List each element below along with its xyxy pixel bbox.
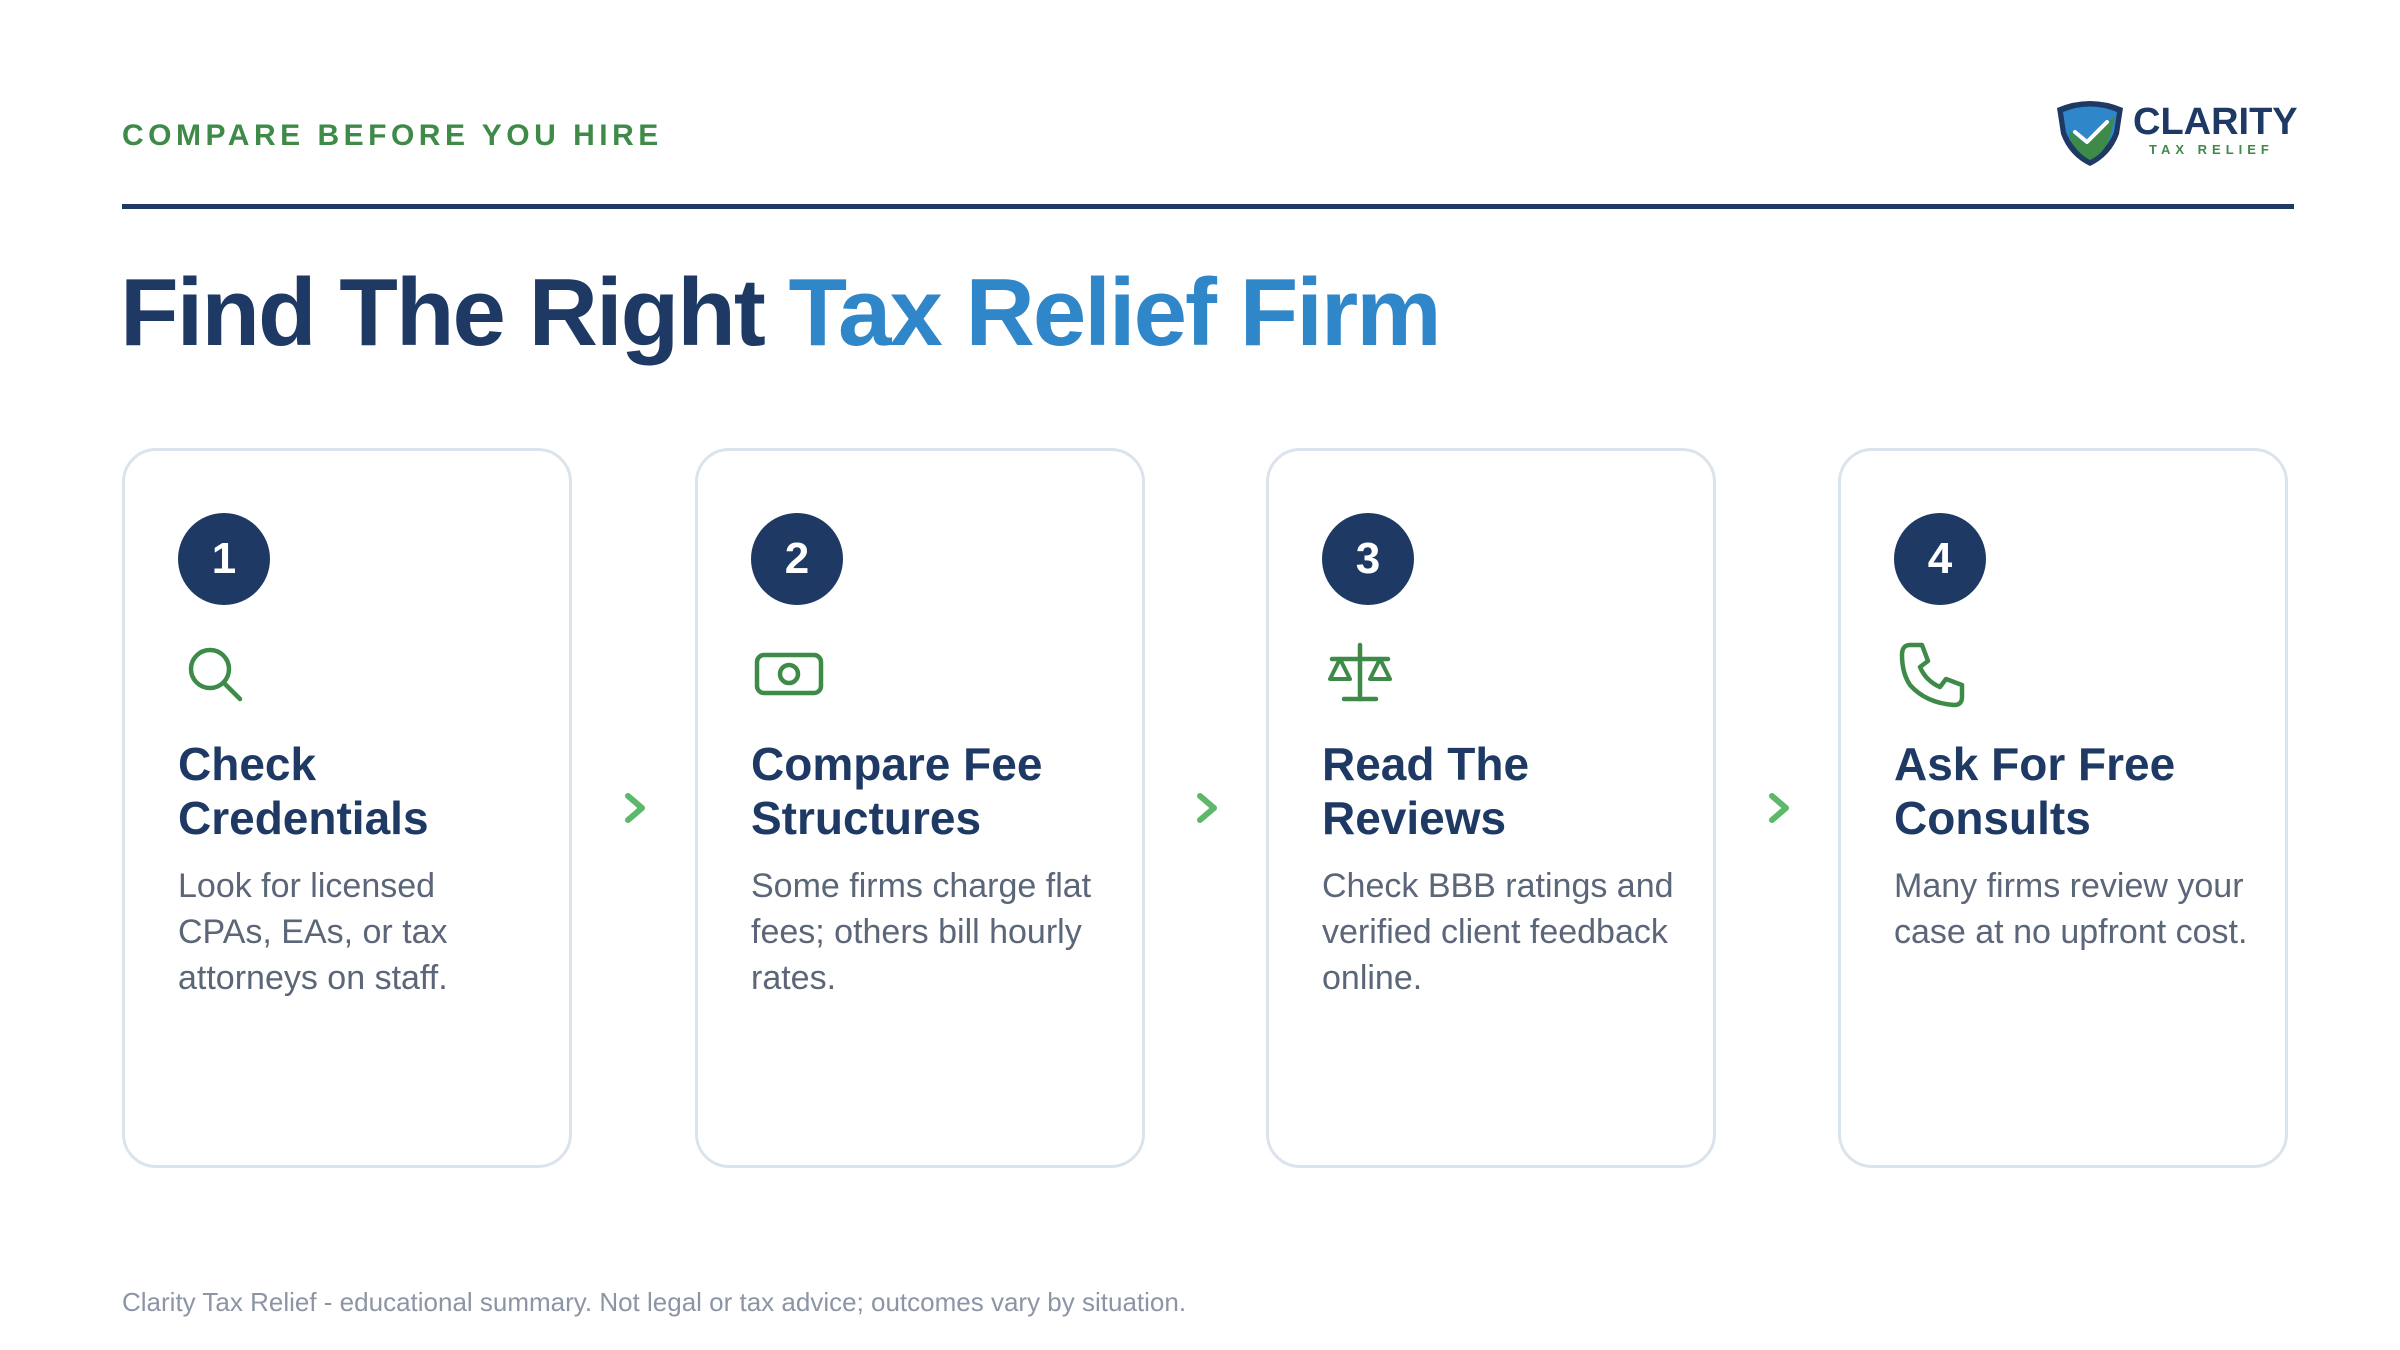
chevron-right-icon xyxy=(1192,790,1222,826)
step-title: Read The Reviews xyxy=(1322,738,1530,844)
step-number-badge: 2 xyxy=(751,513,843,605)
step-description: Look for licensed CPAs, EAs, or tax atto… xyxy=(178,867,448,997)
step-number-badge: 4 xyxy=(1894,513,1986,605)
search-icon xyxy=(180,639,252,711)
step-title: Ask For Free Consults xyxy=(1894,738,2176,844)
step-description: Some firms charge flat fees; others bill… xyxy=(751,867,1092,997)
chevron-right-icon xyxy=(620,790,650,826)
brand-tagline: TAX RELIEF xyxy=(2149,142,2274,157)
brand-logo: CLARITY TAX RELIEF xyxy=(2053,96,2298,168)
phone-icon xyxy=(1896,639,1968,711)
step-description: Check BBB ratings and verified client fe… xyxy=(1322,867,1674,997)
disclaimer-footer: Clarity Tax Relief - educational summary… xyxy=(122,1287,1187,1317)
page-title: Find The Right Tax Relief Firm xyxy=(120,258,1442,368)
step-description: Many firms review your case at no upfron… xyxy=(1894,867,2248,951)
header-divider xyxy=(122,204,2294,209)
shield-check-icon xyxy=(2053,96,2127,168)
step-title: Check Credentials xyxy=(178,738,429,844)
step-title: Compare Fee Structures xyxy=(751,738,1043,844)
brand-name: CLARITY xyxy=(2133,101,2298,143)
cash-icon xyxy=(753,639,825,711)
step-card-1: 1 Check Credentials Look for licensed CP… xyxy=(122,448,572,1168)
step-card-2: 2 Compare Fee Structures Some firms char… xyxy=(695,448,1145,1168)
step-card-4: 4 Ask For Free Consults Many firms revie… xyxy=(1838,448,2288,1168)
scale-icon xyxy=(1324,639,1396,711)
title-accent: Tax Relief Firm xyxy=(788,259,1442,366)
step-number-badge: 1 xyxy=(178,513,270,605)
step-card-3: 3 Read The Reviews Check BBB ratings and… xyxy=(1266,448,1716,1168)
eyebrow-label: COMPARE BEFORE YOU HIRE xyxy=(122,119,663,152)
step-number-badge: 3 xyxy=(1322,513,1414,605)
chevron-right-icon xyxy=(1764,790,1794,826)
title-primary: Find The Right xyxy=(120,259,766,366)
